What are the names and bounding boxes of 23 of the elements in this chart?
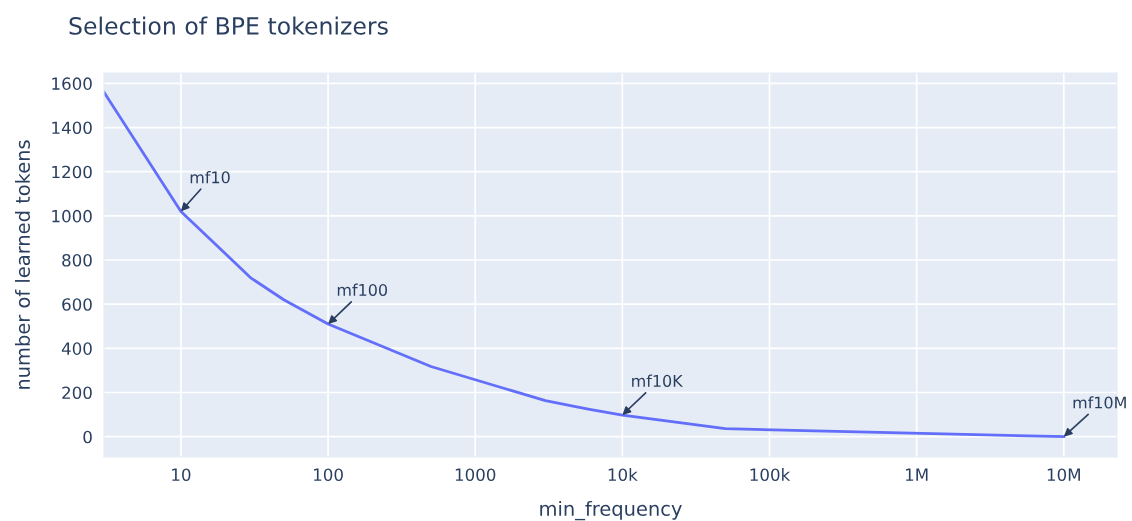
y-tick-label: 200 <box>62 386 92 400</box>
y-tick-label: 0 <box>83 430 92 444</box>
y-axis-title: number of learned tokens <box>14 140 31 389</box>
x-tick-label: 100 <box>314 468 343 482</box>
y-tick-label: 1200 <box>52 165 92 179</box>
annotation: mf10M <box>1073 396 1126 409</box>
x-axis-title: min_frequency <box>540 500 682 521</box>
x-tick-label: 1M <box>905 468 928 481</box>
y-tick-label: 1000 <box>52 209 92 223</box>
annotation: mf10K <box>632 374 683 387</box>
y-tick-label: 1600 <box>52 77 92 90</box>
x-tick-label: 10k <box>608 468 638 482</box>
y-tick-label: 400 <box>61 342 92 355</box>
annotation: mf100 <box>337 283 388 296</box>
x-tick-label: 100k <box>750 468 791 482</box>
y-tick-label: 600 <box>62 298 92 311</box>
x-tick-label: 10M <box>1047 468 1080 482</box>
y-tick-label: 1400 <box>52 121 92 135</box>
x-tick-label: 1000 <box>455 468 496 482</box>
y-tick-label: 800 <box>62 253 92 267</box>
chart-title: Selection of BPE tokenizers <box>69 16 388 35</box>
x-tick-label: 10 <box>172 468 191 482</box>
annotation: mf10 <box>190 170 230 184</box>
